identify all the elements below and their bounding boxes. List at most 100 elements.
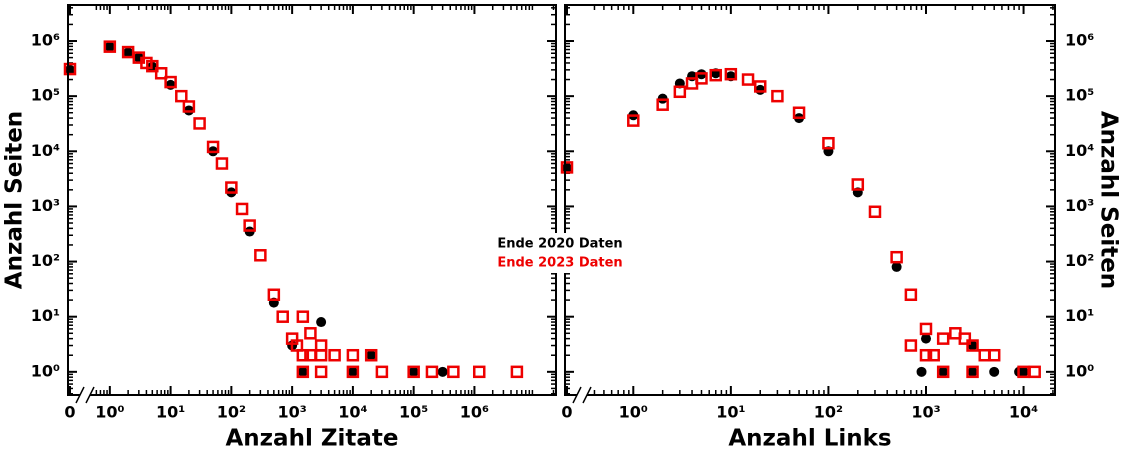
x-tick-label: 10⁰	[619, 403, 648, 422]
y-tick-label: 10⁰	[31, 361, 60, 380]
legend-entry: Ende 2023 Daten	[497, 256, 622, 271]
point	[267, 288, 281, 302]
point	[1028, 365, 1041, 379]
y-tick-label: 10⁶	[1065, 31, 1094, 50]
y-tick-label: 10¹	[31, 306, 60, 325]
point	[146, 59, 159, 73]
point	[673, 85, 687, 99]
point	[206, 140, 220, 154]
axis-break	[582, 386, 592, 404]
point	[215, 157, 229, 170]
point	[916, 366, 927, 377]
plot-frame	[67, 4, 557, 396]
point	[375, 365, 389, 379]
point	[408, 366, 419, 377]
axis-break	[85, 386, 95, 404]
point	[792, 106, 806, 119]
y-axis-label: Anzahl Seiten	[1096, 111, 1122, 289]
point	[425, 365, 439, 379]
x-tick-label: 10³	[277, 403, 306, 422]
point	[297, 366, 308, 377]
point	[276, 310, 289, 323]
y-tick-label: 10⁶	[31, 31, 60, 50]
point	[243, 219, 256, 232]
point	[472, 365, 486, 379]
x-axis-label: Anzahl Links	[728, 426, 891, 450]
y-tick-label: 10³	[1065, 196, 1094, 215]
axis-break	[75, 386, 85, 404]
legend-entry: Ende 2020 Daten	[497, 237, 622, 252]
point	[165, 79, 176, 90]
point	[695, 72, 708, 85]
x-tick-label: 10³	[911, 403, 940, 422]
point	[304, 327, 317, 340]
point	[364, 348, 378, 362]
x-tick-label: 10¹	[716, 403, 745, 422]
point	[407, 365, 420, 379]
point	[938, 366, 949, 377]
x-tick-label: 10⁶	[460, 403, 489, 422]
point	[724, 67, 738, 81]
point	[164, 75, 177, 89]
point	[296, 365, 310, 379]
point	[755, 84, 766, 95]
y-tick-label: 10³	[31, 196, 60, 215]
point	[920, 333, 931, 344]
point	[904, 288, 918, 302]
point	[919, 322, 933, 336]
point	[919, 348, 933, 362]
point	[904, 339, 918, 352]
point	[510, 365, 524, 379]
point	[656, 98, 669, 111]
x-tick-label: 0	[64, 403, 75, 422]
point	[967, 366, 978, 377]
point	[346, 365, 360, 379]
point	[314, 339, 328, 352]
y-tick-label: 10¹	[1065, 306, 1094, 325]
y-tick-label: 10⁴	[31, 141, 60, 160]
y-tick-label: 10⁰	[1065, 361, 1094, 380]
point	[366, 350, 377, 361]
legend-box	[497, 233, 623, 273]
point	[771, 89, 784, 103]
y-tick-label: 10²	[1065, 251, 1094, 270]
point	[890, 250, 903, 264]
axis-break	[572, 386, 582, 404]
point	[104, 41, 115, 52]
point	[1018, 366, 1029, 377]
y-tick-label: 10²	[31, 251, 60, 270]
point	[63, 62, 77, 76]
point	[709, 68, 722, 82]
point	[193, 117, 206, 130]
point	[316, 317, 327, 328]
point	[182, 100, 196, 113]
point	[741, 73, 755, 86]
x-tick-label: 10⁴	[1009, 403, 1038, 422]
point	[254, 249, 267, 262]
point	[154, 67, 168, 80]
point	[966, 365, 979, 379]
point	[437, 366, 448, 377]
point	[175, 89, 188, 103]
x-tick-label: 10⁰	[95, 403, 124, 422]
axis-break-gap	[80, 392, 90, 398]
point	[627, 114, 640, 127]
plot-frame	[564, 4, 1056, 396]
y-tick-label: 10⁴	[1065, 141, 1094, 160]
point	[936, 365, 950, 379]
y-tick-label: 10⁵	[1065, 86, 1094, 105]
point	[347, 366, 358, 377]
point	[296, 348, 310, 362]
y-axis-label: Anzahl Seiten	[2, 111, 28, 289]
point	[560, 161, 574, 174]
point	[927, 348, 940, 362]
point	[987, 348, 1001, 362]
point	[891, 261, 902, 272]
point	[989, 366, 1000, 377]
point	[822, 136, 835, 150]
point	[958, 332, 972, 345]
axis-break-gap	[577, 392, 587, 398]
x-tick-label: 10¹	[156, 403, 185, 422]
point	[328, 348, 341, 362]
